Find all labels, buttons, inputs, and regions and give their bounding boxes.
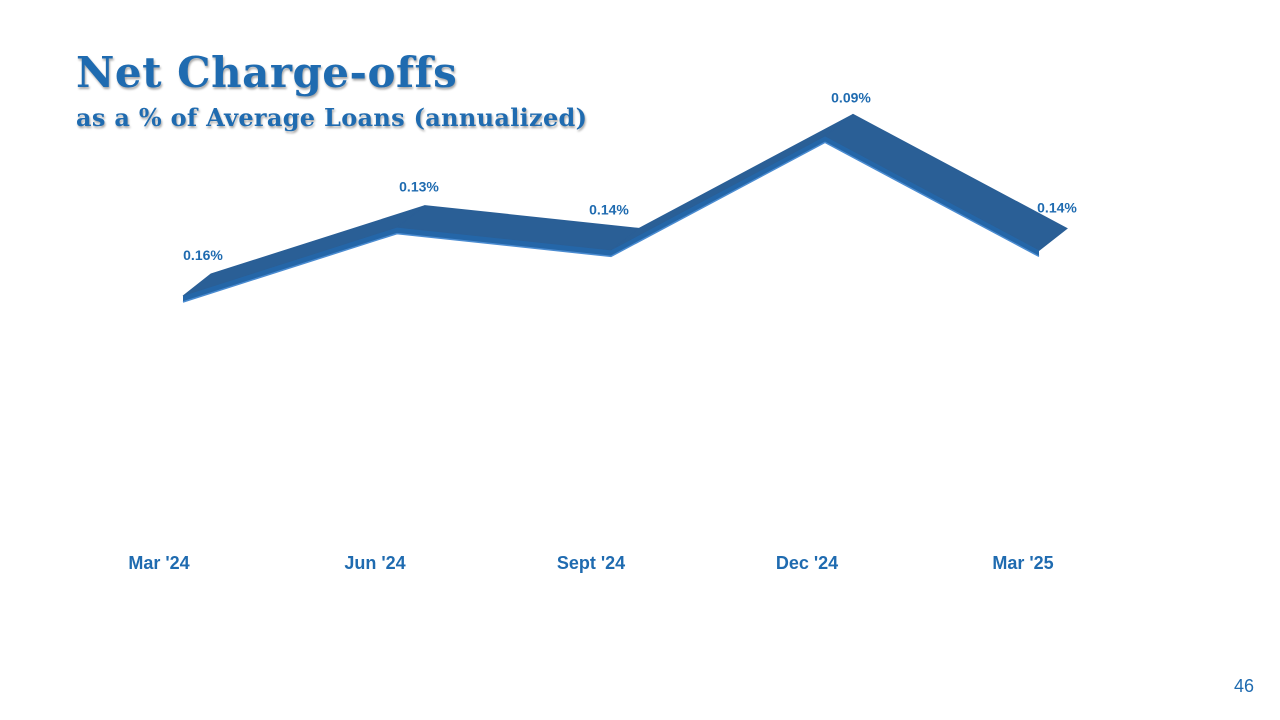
category-label: Mar '25 (992, 553, 1053, 573)
data-label: 0.09% (831, 89, 871, 105)
category-axis: Mar '24 Jun '24 Sept '24 Dec '24 Mar '25 (128, 553, 1053, 573)
ribbon-front-segment-2 (397, 227, 611, 257)
data-label: 0.14% (1037, 199, 1077, 215)
category-label: Jun '24 (344, 553, 405, 573)
ribbon-edge-line (182, 141, 1040, 303)
ribbon-top-segment-3 (610, 113, 854, 251)
category-label: Sept '24 (557, 553, 625, 573)
ribbon-front-segment-3 (611, 136, 825, 257)
category-label: Mar '24 (128, 553, 189, 573)
ribbon-front-segment-1 (183, 227, 397, 302)
category-label: Dec '24 (776, 553, 838, 573)
data-label: 0.13% (399, 179, 439, 195)
ribbon-top-segment-4 (824, 113, 1068, 251)
ribbon-series (182, 113, 1068, 303)
data-label: 0.16% (183, 247, 223, 263)
slide-title: Net Charge-offs (76, 48, 458, 97)
slide-subtitle: as a % of Average Loans (annualized) (76, 103, 588, 132)
ribbon-front-segment-4 (825, 136, 1039, 257)
data-labels: 0.16% 0.13% 0.14% 0.09% 0.14% (183, 89, 1077, 263)
data-label: 0.14% (589, 201, 629, 217)
page-number: 46 (1233, 676, 1254, 696)
